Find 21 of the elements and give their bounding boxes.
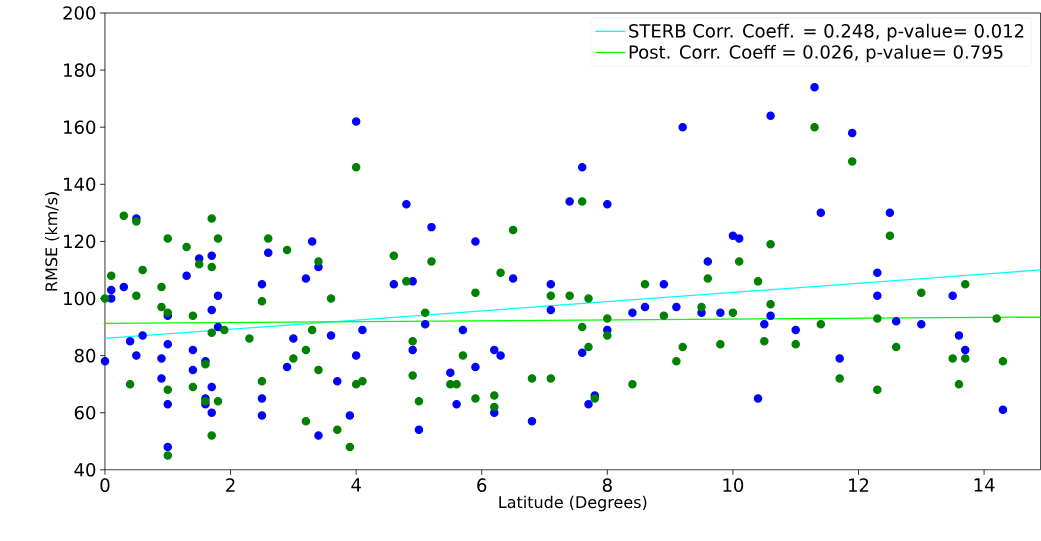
x-tick-label: 14 — [974, 478, 995, 492]
x-axis-title: Latitude (Degrees) — [499, 495, 647, 512]
y-tick-label: 60 — [74, 406, 96, 420]
x-tick-label: 4 — [351, 478, 361, 492]
y-tick-label: 160 — [64, 120, 96, 135]
x-tick-label: 12 — [849, 478, 869, 492]
x-tick-label: 10 — [723, 478, 744, 493]
y-tick-label: 80 — [74, 348, 96, 363]
x-tick-label: 0 — [100, 478, 110, 493]
x-tick-label: 6 — [477, 478, 487, 493]
y-tick-label: 100 — [64, 291, 96, 306]
y-tick-label: 200 — [63, 6, 96, 20]
x-tick-label: 8 — [602, 478, 612, 493]
legend-label: STERB Corr. Coeff. = 0.248, p-value= 0.012 — [629, 23, 1024, 42]
x-tick-label: 2 — [226, 478, 235, 492]
y-tick-label: 180 — [64, 63, 96, 77]
y-axis-title: RMSE (km/s) — [45, 192, 60, 291]
y-tick-label: 140 — [64, 177, 96, 192]
legend-label: Post. Corr. Coeff = 0.026, p-value= 0.795 — [629, 45, 1003, 63]
y-tick-label: 120 — [64, 234, 96, 249]
y-tick-label: 40 — [74, 463, 96, 477]
